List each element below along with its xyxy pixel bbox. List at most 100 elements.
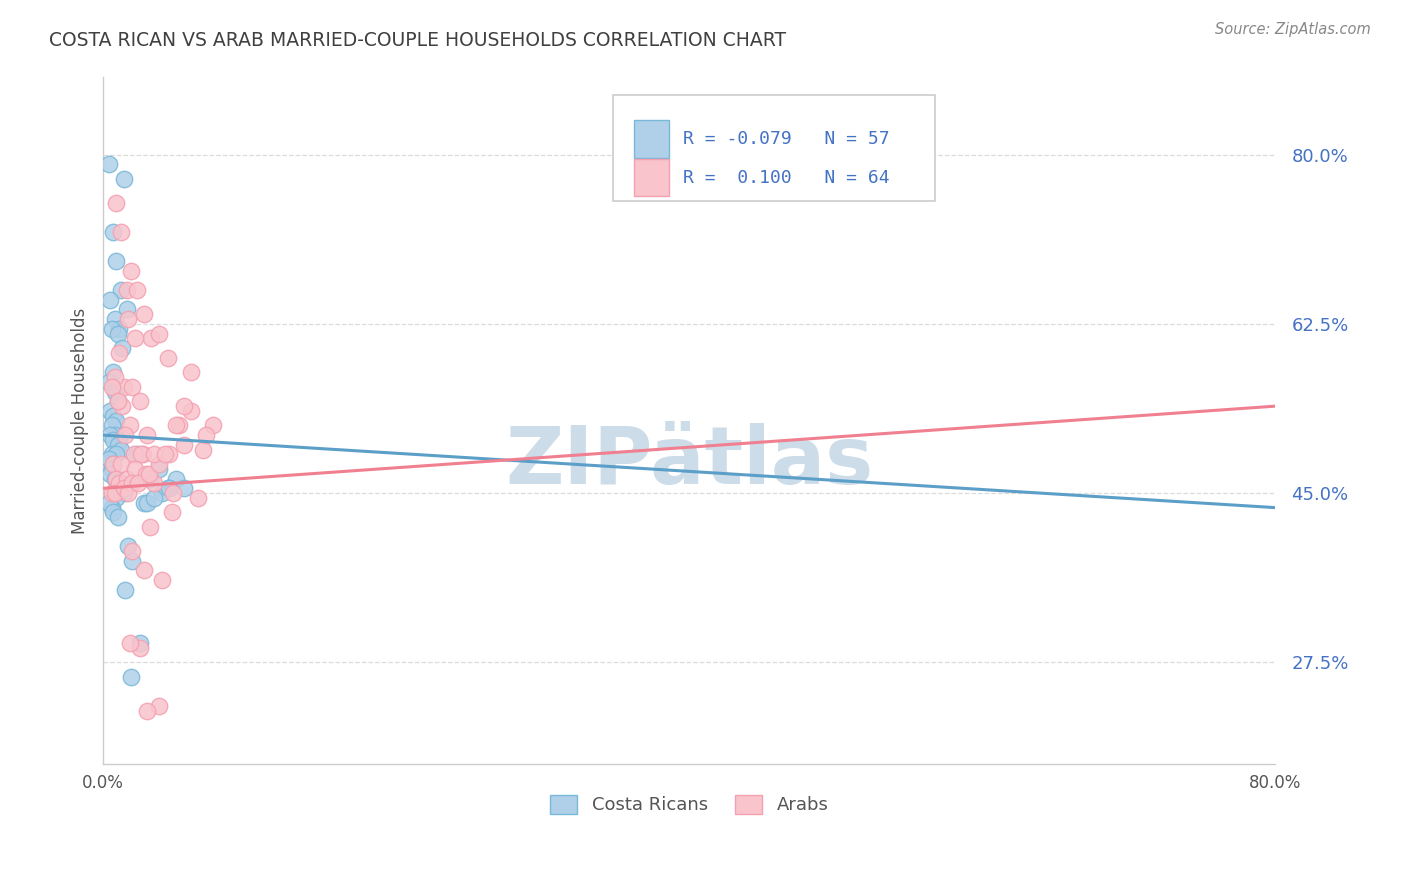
Point (100, 404, 122, 418)
Point (98, 452, 121, 467)
Point (105, 254, 128, 268)
Point (101, 447, 124, 461)
Point (141, 331, 163, 345)
Point (100, 428, 122, 442)
Point (110, 283, 132, 297)
Point (180, 365, 202, 379)
Point (169, 418, 191, 433)
Point (138, 467, 160, 481)
Y-axis label: Married-couple Households: Married-couple Households (72, 308, 89, 533)
Point (107, 394, 129, 409)
Point (165, 472, 187, 486)
Point (125, 283, 148, 297)
Point (104, 428, 127, 442)
Point (173, 438, 195, 452)
Point (143, 447, 166, 461)
Point (118, 418, 141, 433)
Bar (634, 159, 669, 196)
Point (98, 157, 121, 171)
Point (120, 264, 142, 278)
Point (103, 225, 125, 239)
Point (101, 486, 124, 500)
Point (104, 370, 127, 384)
Point (115, 302, 138, 317)
Point (125, 447, 148, 461)
Point (107, 510, 129, 524)
Point (112, 380, 135, 394)
Point (104, 312, 127, 326)
Point (110, 476, 132, 491)
Point (101, 462, 124, 476)
Point (111, 399, 134, 413)
Point (148, 457, 170, 471)
Point (128, 636, 150, 650)
Point (110, 225, 132, 239)
Point (191, 442, 214, 457)
Point (98, 375, 121, 389)
Point (136, 496, 159, 510)
Text: R =  0.100   N = 64: R = 0.100 N = 64 (683, 169, 890, 186)
Text: COSTA RICAN VS ARAB MARRIED-COUPLE HOUSEHOLDS CORRELATION CHART: COSTA RICAN VS ARAB MARRIED-COUPLE HOUSE… (49, 31, 786, 50)
Legend: Costa Ricans, Arabs: Costa Ricans, Arabs (541, 786, 838, 823)
Point (108, 346, 131, 360)
Point (111, 341, 134, 355)
Point (148, 326, 170, 341)
Point (105, 196, 128, 211)
Point (173, 399, 195, 413)
Point (128, 394, 150, 409)
Point (110, 457, 132, 471)
Point (108, 322, 131, 336)
Point (103, 365, 125, 379)
Point (127, 476, 149, 491)
Point (131, 447, 153, 461)
Point (124, 331, 146, 345)
Text: ZIPätlas: ZIPätlas (505, 423, 873, 500)
Point (117, 539, 139, 553)
Point (128, 640, 150, 655)
Point (153, 447, 176, 461)
Point (98, 496, 121, 510)
Point (108, 476, 131, 491)
Point (101, 380, 124, 394)
Point (105, 472, 128, 486)
Point (148, 698, 170, 713)
Point (104, 472, 127, 486)
Point (194, 428, 217, 442)
Point (165, 418, 187, 433)
Point (157, 447, 180, 461)
Point (103, 457, 125, 471)
Point (187, 491, 209, 505)
Point (100, 293, 122, 307)
Point (103, 506, 125, 520)
Point (101, 418, 124, 433)
Point (143, 476, 166, 491)
Point (121, 554, 143, 568)
Point (136, 704, 159, 718)
Point (104, 486, 127, 500)
Point (122, 447, 145, 461)
Point (112, 481, 135, 495)
Point (180, 404, 202, 418)
Point (103, 457, 125, 471)
Point (117, 486, 139, 500)
FancyBboxPatch shape (613, 95, 935, 201)
Point (120, 670, 142, 684)
Point (101, 500, 124, 515)
Point (112, 172, 135, 186)
Point (121, 476, 143, 491)
Text: Source: ZipAtlas.com: Source: ZipAtlas.com (1215, 22, 1371, 37)
Point (136, 428, 159, 442)
Point (134, 496, 156, 510)
Text: R = -0.079   N = 57: R = -0.079 N = 57 (683, 130, 890, 148)
Point (118, 636, 141, 650)
Bar (634, 120, 669, 158)
Point (114, 428, 136, 442)
Point (117, 312, 139, 326)
Point (114, 582, 136, 597)
Point (115, 283, 138, 297)
Point (100, 467, 122, 481)
Point (108, 476, 131, 491)
Point (139, 472, 162, 486)
Point (156, 351, 179, 365)
Point (115, 472, 138, 486)
